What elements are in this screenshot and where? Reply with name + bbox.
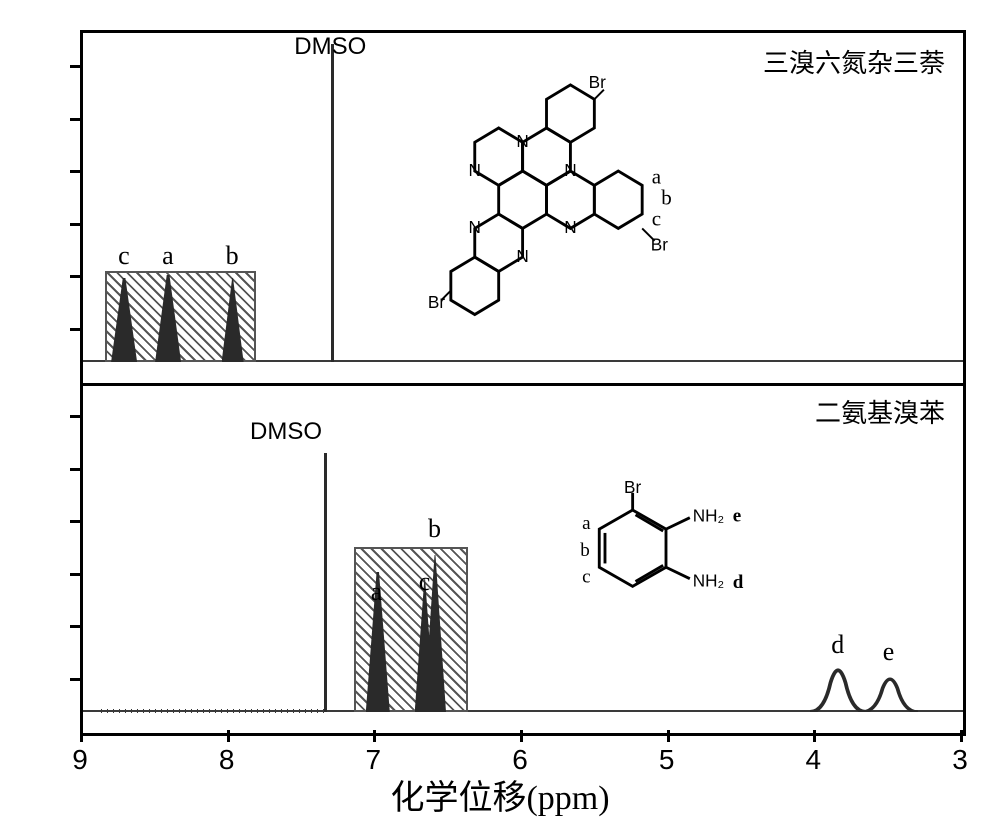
y-ticks-bot: [80, 383, 83, 733]
mol-anno-b-top: b: [662, 186, 673, 210]
x-axis-title: 化学位移(ppm): [20, 770, 980, 819]
peak-label-b-bot: b: [428, 514, 441, 544]
peak-label-b-top: b: [226, 241, 239, 271]
dmso-label-top: DMSO: [294, 33, 366, 61]
mol-anno-c-top: c: [652, 207, 661, 231]
nmr-figure: 三溴六氮杂三萘 c a b DMSO: [20, 20, 980, 816]
mol-anno-b-bot: b: [580, 539, 590, 560]
peak-label-d-bot: d: [831, 630, 844, 660]
br-label-1: Br: [589, 72, 606, 92]
peak-label-a-bot: a: [371, 577, 383, 607]
br-label-3: Br: [428, 292, 445, 312]
sub-nh2-d: NH₂: [693, 570, 724, 590]
peak-label-c-bot: c: [419, 567, 431, 597]
compound-name-top: 三溴六氮杂三萘: [763, 43, 945, 80]
mol-anno-a-top: a: [652, 164, 662, 188]
mol-anno-c-bot: c: [582, 566, 590, 587]
svg-text:N: N: [517, 131, 529, 151]
broad-peak-e: [862, 670, 918, 712]
broad-peak-d: [810, 663, 866, 712]
dmso-label-bot: DMSO: [250, 418, 322, 446]
peak-label-e-bot: e: [883, 637, 895, 667]
svg-text:N: N: [469, 217, 481, 237]
mol-anno-d-bot: d: [733, 572, 744, 593]
mol-anno-a-bot: a: [582, 513, 591, 534]
svg-text:N: N: [565, 217, 577, 237]
peak-label-a-top: a: [162, 241, 174, 271]
x-axis: 9 8 7 6 5 4 3: [80, 730, 960, 770]
y-ticks-top: [80, 33, 83, 383]
svg-text:N: N: [469, 160, 481, 180]
baseline-noise: [101, 709, 330, 713]
panel-top: 三溴六氮杂三萘 c a b DMSO: [83, 33, 963, 386]
svg-text:N: N: [517, 246, 529, 266]
sub-nh2-e: NH₂: [693, 505, 724, 525]
plot-area: 三溴六氮杂三萘 c a b DMSO: [80, 30, 966, 736]
molecule-bot: Br NH₂ NH₂ a b c d e: [523, 471, 752, 664]
svg-text:N: N: [565, 160, 577, 180]
molecule-top: N N N N N N Br Br Br: [329, 61, 716, 348]
compound-name-bot: 二氨基溴苯: [815, 393, 945, 430]
dmso-peak-bot: [324, 453, 327, 712]
sub-br: Br: [624, 476, 641, 496]
mol-anno-e-bot: e: [733, 505, 741, 526]
peak-label-c-top: c: [118, 241, 130, 271]
br-label-2: Br: [651, 234, 668, 254]
panel-bottom: 二氨基溴苯 DMSO a c b d: [83, 383, 963, 733]
